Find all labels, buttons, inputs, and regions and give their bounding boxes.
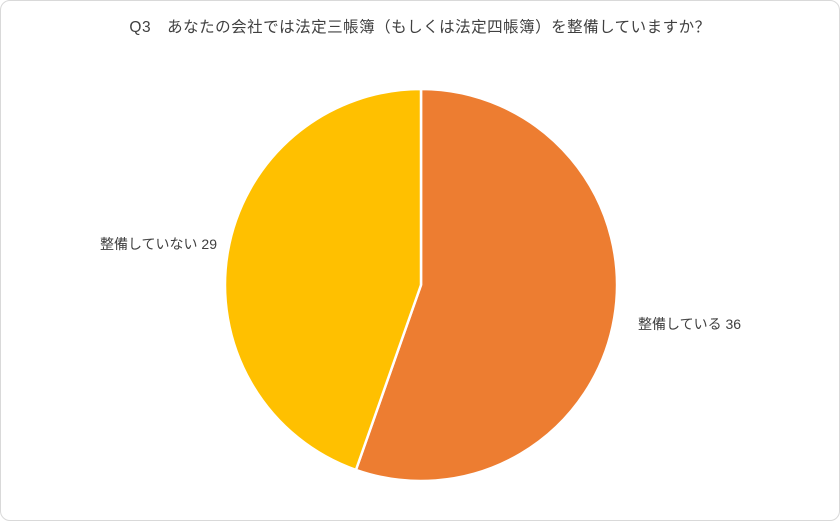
pie-label-maintained: 整備している 36 xyxy=(638,316,742,332)
pie-slice-1 xyxy=(223,87,423,472)
pie-label-not-maintained: 整備していない 29 xyxy=(99,236,217,252)
chart-title: Q3 あなたの会社では法定三帳簿（もしくは法定四帳簿）を整備していますか？ xyxy=(129,19,711,36)
